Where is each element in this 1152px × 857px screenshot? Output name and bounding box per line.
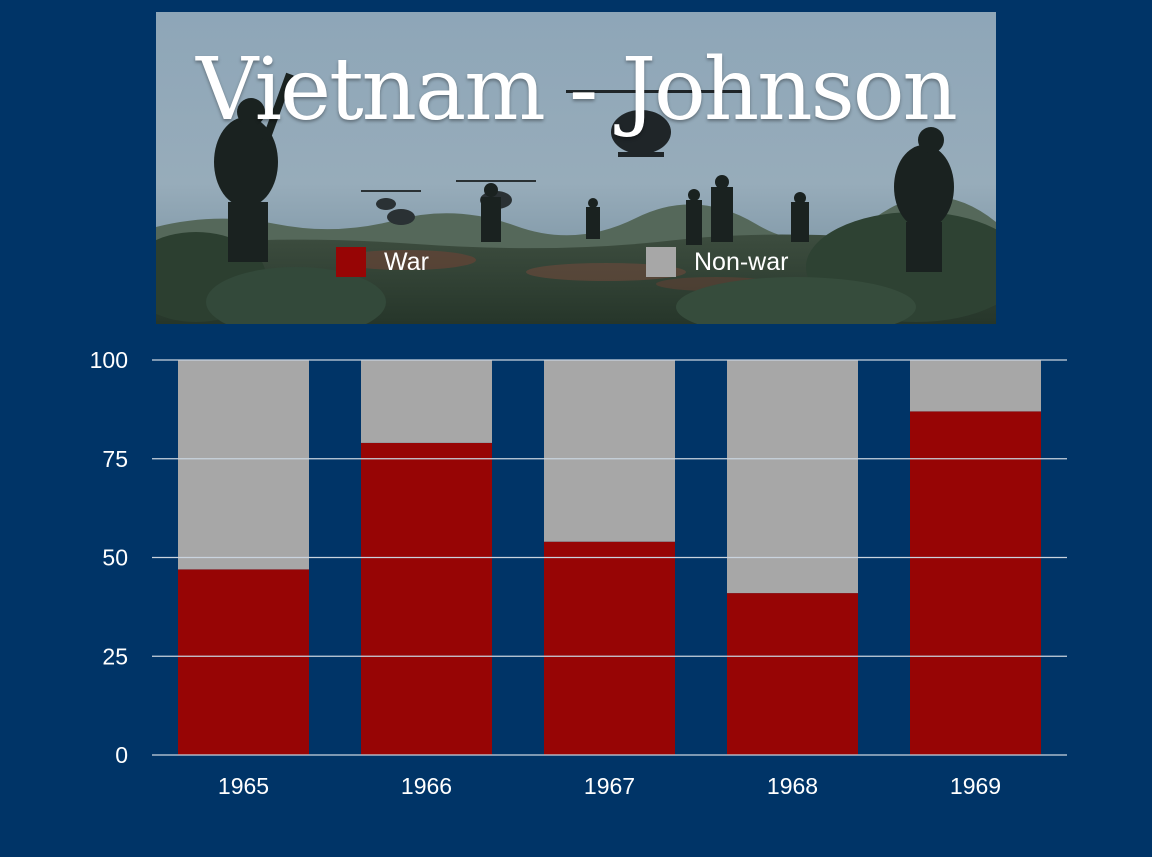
bar-nonwar-1969 bbox=[910, 360, 1041, 412]
bar-nonwar-1966 bbox=[361, 360, 492, 443]
bar-war-1966 bbox=[361, 442, 492, 755]
legend-label-nonwar: Non-war bbox=[694, 247, 789, 276]
x-tick-label-1967: 1967 bbox=[584, 773, 635, 799]
legend-label-war: War bbox=[384, 247, 429, 276]
y-tick-label-75: 75 bbox=[102, 446, 128, 472]
x-tick-label-1968: 1968 bbox=[767, 773, 818, 799]
bar-war-1968 bbox=[727, 593, 858, 755]
legend-swatch-war bbox=[336, 247, 366, 277]
y-tick-label-50: 50 bbox=[102, 545, 128, 571]
bar-nonwar-1965 bbox=[178, 360, 309, 570]
bar-war-1965 bbox=[178, 569, 309, 755]
x-tick-label-1969: 1969 bbox=[950, 773, 1001, 799]
vietnam-helicopter-photo bbox=[156, 12, 996, 324]
y-tick-label-0: 0 bbox=[115, 742, 128, 768]
bar-war-1969 bbox=[910, 411, 1041, 755]
legend-swatch-nonwar bbox=[646, 247, 676, 277]
slide-title: Vietnam - Johnson bbox=[196, 40, 958, 140]
x-tick-label-1966: 1966 bbox=[401, 773, 452, 799]
legend-item-nonwar: Non-war bbox=[646, 246, 788, 278]
bar-nonwar-1968 bbox=[727, 360, 858, 594]
bar-nonwar-1967 bbox=[544, 360, 675, 542]
legend-item-war: War bbox=[336, 246, 429, 278]
y-tick-label-25: 25 bbox=[102, 643, 128, 669]
stacked-bar-chart: 0 25 50 75 100 1965 1966 1967 1968 1969 bbox=[90, 347, 1067, 799]
y-tick-label-100: 100 bbox=[90, 347, 128, 373]
bar-war-1967 bbox=[544, 541, 675, 755]
x-tick-label-1965: 1965 bbox=[218, 773, 269, 799]
